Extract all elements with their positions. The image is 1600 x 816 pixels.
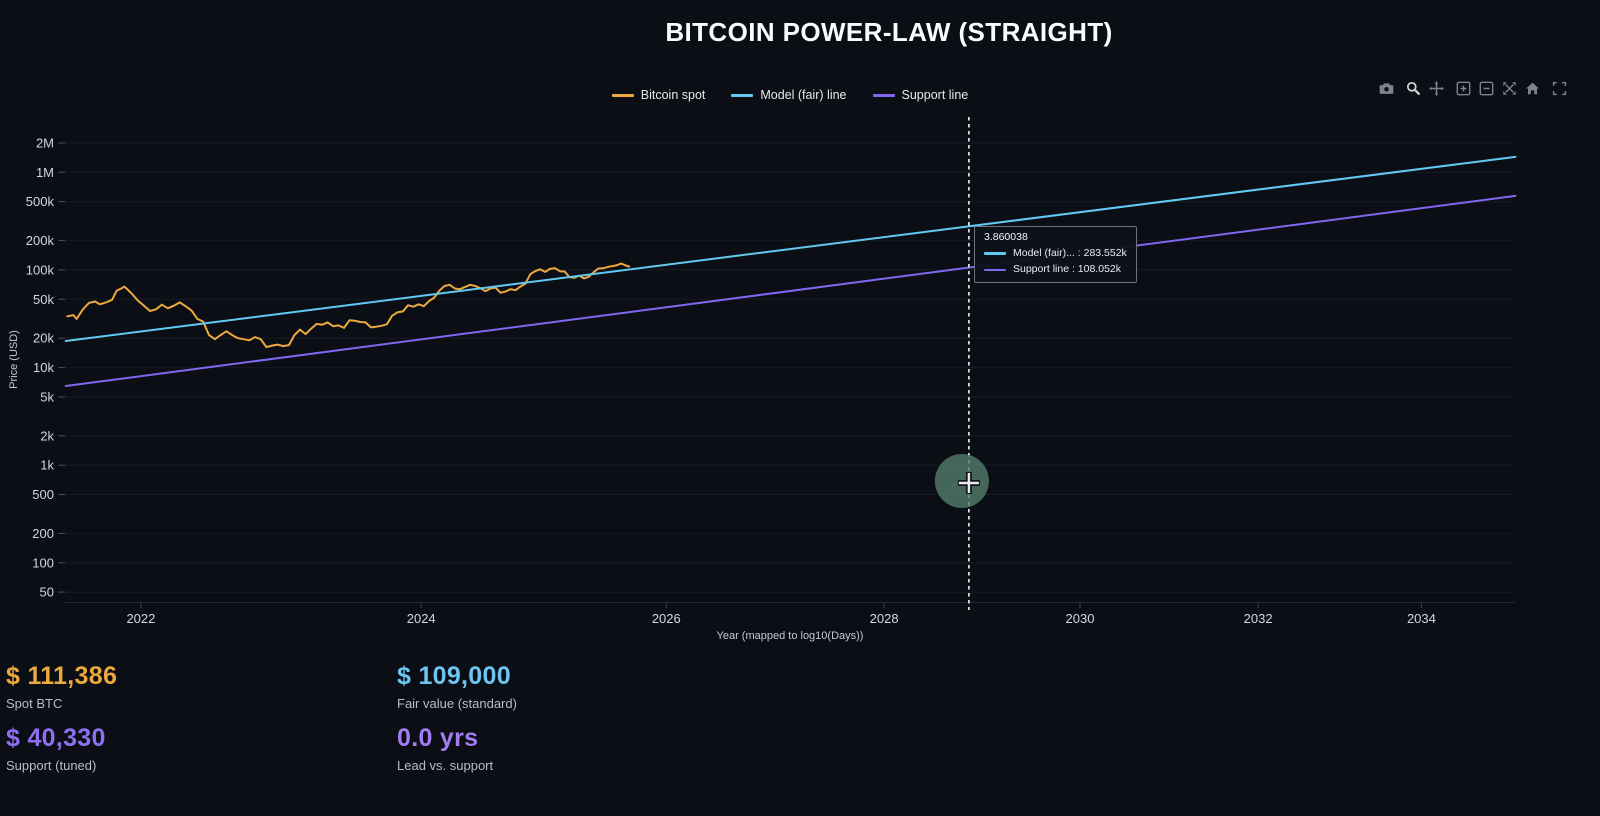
- modebar-group-zoom: [1455, 80, 1541, 97]
- legend-swatch-bitcoin-spot: [611, 93, 634, 97]
- tooltip-swatch-model: [984, 252, 1006, 255]
- metric-label: Support (tuned): [6, 758, 97, 773]
- metric-label: Fair value (standard): [397, 696, 517, 711]
- metric-value: $ 111,386: [6, 662, 118, 690]
- y-tick-label: 500k: [26, 194, 55, 209]
- y-tick-label: 50: [40, 585, 54, 600]
- camera-icon[interactable]: [1378, 80, 1395, 97]
- series-model-fair-line[interactable]: [64, 155, 1517, 342]
- metric-support-tuned: $ 40,330 Support (tuned): [6, 724, 397, 786]
- y-tick-label: 2M: [36, 136, 54, 151]
- fullscreen-icon[interactable]: [1551, 80, 1568, 97]
- legend-label: Model (fair) line: [760, 88, 847, 102]
- x-tick-label: 2030: [1066, 611, 1095, 626]
- modebar-group-dragmode: [1405, 80, 1445, 97]
- y-tick-label: 50k: [33, 292, 54, 307]
- pan-icon[interactable]: [1428, 80, 1445, 97]
- x-axis-title: Year (mapped to log10(Days)): [717, 630, 864, 642]
- modebar-group-download: [1378, 80, 1395, 97]
- x-tick-label: 2024: [407, 611, 436, 626]
- tooltip-swatch-support: [984, 268, 1006, 272]
- metric-label: Lead vs. support: [397, 758, 494, 773]
- x-tick-label: 2034: [1407, 611, 1436, 626]
- y-tick-label: 500: [32, 487, 54, 502]
- legend-swatch-support-line: [872, 93, 895, 97]
- y-tick-label: 5k: [40, 389, 54, 404]
- y-tick-label: 100k: [26, 262, 55, 277]
- metric-fair-value: $ 109,000 Fair value (standard): [397, 662, 817, 724]
- y-tick-label: 100: [32, 555, 54, 570]
- y-tick-label: 200: [32, 526, 54, 541]
- tooltip-label-model: Model (fair)... : 283.552k: [1013, 247, 1127, 260]
- legend-item-bitcoin-spot[interactable]: Bitcoin spot: [611, 88, 706, 102]
- legend-label: Support line: [901, 88, 969, 102]
- metric-spot-btc: $ 111,386 Spot BTC: [6, 662, 397, 724]
- modebar-group-fullscreen: [1551, 80, 1568, 97]
- y-tick-label: 200k: [26, 233, 55, 248]
- zoom-icon[interactable]: [1405, 80, 1422, 97]
- hover-tooltip: 3.860038 Model (fair)... : 283.552k Supp…: [974, 226, 1137, 284]
- tooltip-label-support: Support line : 108.052k: [1013, 263, 1121, 276]
- x-tick-label: 2022: [126, 611, 155, 626]
- series-bitcoin-spot[interactable]: [66, 262, 631, 349]
- autoscale-icon[interactable]: [1501, 80, 1518, 97]
- y-tick-label: 1k: [40, 458, 54, 473]
- home-icon[interactable]: [1524, 80, 1541, 97]
- metric-value: $ 109,000: [397, 662, 511, 690]
- chart-legend: Bitcoin spot Model (fair) line Support l…: [65, 88, 1515, 102]
- y-tick-label: 10k: [33, 360, 54, 375]
- metric-lead-vs-support: 0.0 yrs Lead vs. support: [397, 724, 817, 786]
- tooltip-x-value: 3.860038: [984, 231, 1028, 243]
- y-axis-title: Price (USD): [8, 330, 20, 389]
- x-tick-label: 2032: [1244, 611, 1273, 626]
- metrics-panel: $ 111,386 Spot BTC $ 109,000 Fair value …: [6, 662, 817, 786]
- plotly-modebar: [1368, 80, 1568, 97]
- y-tick-label: 1M: [36, 165, 54, 180]
- legend-label: Bitcoin spot: [640, 88, 706, 102]
- series-support-line[interactable]: [64, 194, 1517, 387]
- metric-label: Spot BTC: [6, 696, 63, 711]
- metric-value: $ 40,330: [6, 724, 106, 752]
- legend-item-support-line[interactable]: Support line: [872, 88, 969, 102]
- tooltip-row-support: Support line : 108.052k: [984, 263, 1127, 276]
- x-tick-label: 2026: [652, 611, 681, 626]
- x-tick-label: 2028: [870, 611, 899, 626]
- y-tick-label: 20k: [33, 331, 54, 346]
- power-law-chart[interactable]: 2M 1M 500k 200k 100k 50k 20k 10k 5k 2k 1k 500 200 100…: [0, 0, 1600, 660]
- legend-item-model-fair-line[interactable]: Model (fair) line: [731, 88, 847, 102]
- page-title: BITCOIN POWER-LAW (STRAIGHT): [665, 17, 1113, 47]
- zoom-in-icon[interactable]: [1455, 80, 1472, 97]
- y-tick-label: 2k: [40, 428, 54, 443]
- metric-value: 0.0 yrs: [397, 724, 479, 752]
- chart-canvas[interactable]: 2M 1M 500k 200k 100k 50k 20k 10k 5k 2k 1k 500 200 100…: [0, 0, 1600, 660]
- tooltip-row-model: Model (fair)... : 283.552k: [984, 247, 1127, 260]
- zoom-out-icon[interactable]: [1478, 80, 1495, 97]
- legend-swatch-model-fair-line: [731, 93, 754, 97]
